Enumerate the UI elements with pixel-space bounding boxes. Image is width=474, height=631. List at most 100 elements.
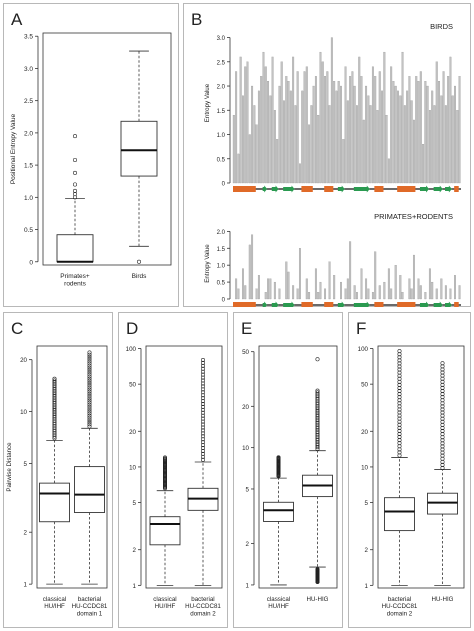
entropy-bar: [412, 254, 415, 300]
outlier-point: [440, 416, 445, 421]
entropy-bar: [394, 85, 397, 184]
entropy-bar: [253, 105, 256, 184]
outlier-point: [87, 367, 92, 372]
outlier-point: [397, 444, 402, 449]
outlier-point: [87, 398, 92, 403]
outlier-point: [397, 435, 402, 440]
outlier-point: [397, 376, 402, 381]
entropy-bar: [308, 292, 311, 300]
entropy-bar: [276, 139, 279, 184]
outlier-point: [440, 392, 445, 397]
y-tick-label: 2.0: [217, 85, 226, 91]
outlier-point: [440, 441, 445, 446]
entropy-bar: [355, 105, 358, 184]
panel-letter: F: [356, 319, 366, 338]
entropy-bar: [403, 105, 406, 184]
entropy-bar: [324, 288, 327, 300]
entropy-bar: [431, 281, 434, 300]
y-tick-label: 0.5: [24, 227, 33, 234]
outlier-point: [87, 376, 92, 381]
panel-d-frame: [118, 312, 228, 628]
entropy-bar: [449, 56, 452, 184]
outlier-point: [87, 394, 92, 399]
outlier-point: [397, 425, 402, 430]
box: [39, 482, 70, 523]
entropy-bar: [378, 71, 381, 184]
outlier-point: [201, 360, 206, 365]
outlier-point: [397, 379, 402, 384]
outlier-point: [87, 389, 92, 394]
entropy-bar: [241, 268, 244, 300]
outlier-point: [87, 383, 92, 388]
outlier-point: [87, 396, 92, 401]
box: [56, 234, 94, 263]
entropy-bar: [367, 95, 370, 184]
outlier-point: [201, 410, 206, 415]
box: [384, 497, 415, 532]
category-label: bacterial HU-CCDC81 domain 2: [382, 596, 418, 617]
entropy-bar: [371, 66, 374, 184]
y-tick-label: 1.0: [217, 264, 226, 270]
outlier-point: [201, 451, 206, 456]
y-tick-label: 20: [361, 429, 368, 436]
entropy-bar: [390, 66, 393, 184]
entropy-bar: [381, 90, 384, 184]
outlier-point: [87, 365, 92, 370]
outlier-point: [440, 438, 445, 443]
entropy-bar: [447, 76, 450, 184]
helix-segment: [301, 302, 313, 307]
outlier-point: [440, 398, 445, 403]
box: [263, 501, 294, 522]
outlier-point: [201, 428, 206, 433]
y-tick-label: 2: [246, 541, 250, 548]
entropy-bar: [454, 85, 456, 184]
entropy-bar: [456, 110, 459, 184]
outlier-point: [87, 424, 92, 429]
outlier-point: [397, 450, 402, 455]
outlier-point: [201, 401, 206, 406]
outlier-point: [397, 364, 402, 369]
outlier-point: [137, 259, 142, 264]
outlier-point: [397, 431, 402, 436]
outlier-point: [201, 369, 206, 374]
strand-segment: [337, 185, 345, 193]
entropy-bar: [237, 153, 240, 184]
entropy-bar: [264, 66, 267, 184]
outlier-point: [87, 380, 92, 385]
category-label: HU-HIG: [307, 596, 329, 603]
outlier-point: [397, 352, 402, 357]
entropy-bar: [438, 81, 441, 184]
entropy-bar: [251, 85, 254, 184]
strand-segment: [445, 185, 452, 193]
outlier-point: [440, 435, 445, 440]
outlier-point: [397, 419, 402, 424]
chart-title: BIRDS: [430, 22, 453, 31]
strand-segment: [419, 301, 430, 307]
outlier-point: [440, 373, 445, 378]
entropy-bar: [353, 285, 356, 300]
outlier-point: [73, 170, 78, 175]
entropy-bar: [342, 139, 345, 184]
entropy-bar: [235, 278, 238, 300]
outlier-point: [201, 448, 206, 453]
y-tick-label: 1.0: [24, 195, 33, 202]
outlier-point: [201, 419, 206, 424]
y-tick-label: 2.5: [24, 98, 33, 105]
strand-segment: [445, 301, 452, 307]
outlier-point: [440, 376, 445, 381]
entropy-bar: [383, 281, 386, 300]
entropy-bar: [406, 90, 409, 184]
outlier-point: [440, 404, 445, 409]
y-tick-label: 0: [222, 298, 226, 304]
outlier-point: [201, 446, 206, 451]
outlier-point: [397, 404, 402, 409]
outlier-point: [440, 379, 445, 384]
entropy-bar: [292, 56, 295, 184]
y-tick-label: 0: [222, 182, 226, 188]
entropy-bar: [333, 275, 336, 300]
y-tick-label: 5: [24, 461, 28, 468]
outlier-point: [397, 355, 402, 360]
outlier-point: [87, 370, 92, 375]
outlier-point: [440, 465, 445, 470]
y-tick-label: 100: [358, 346, 369, 353]
